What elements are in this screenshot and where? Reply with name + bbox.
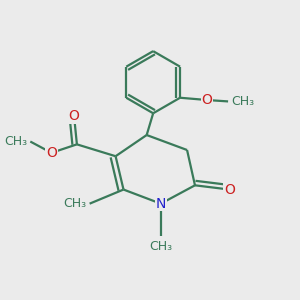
Text: O: O [224, 182, 235, 197]
Text: O: O [202, 93, 212, 107]
Text: O: O [69, 109, 80, 123]
Text: CH₃: CH₃ [64, 197, 87, 210]
Text: CH₃: CH₃ [231, 95, 254, 108]
Text: CH₃: CH₃ [149, 240, 172, 254]
Text: N: N [156, 197, 166, 211]
Text: O: O [46, 146, 57, 160]
Text: CH₃: CH₃ [4, 135, 28, 148]
